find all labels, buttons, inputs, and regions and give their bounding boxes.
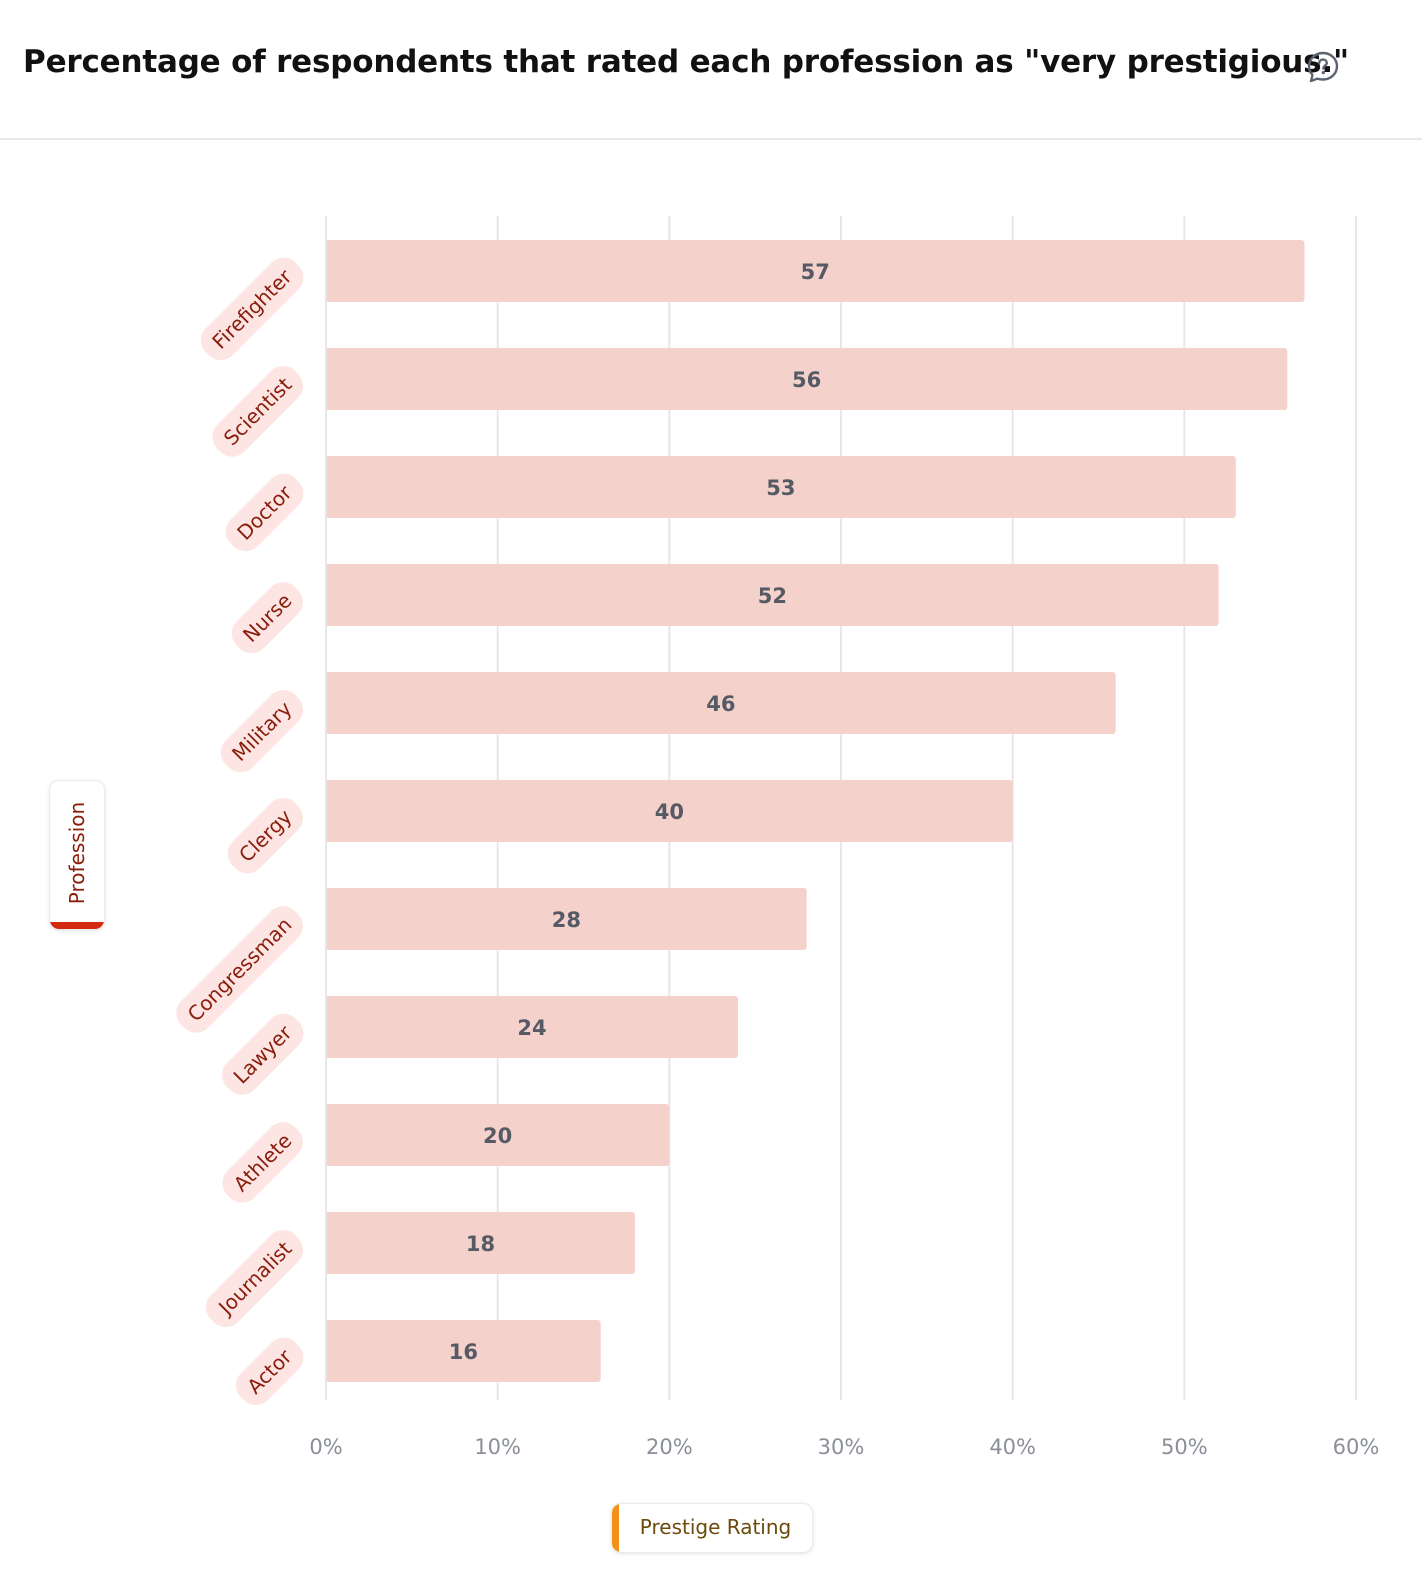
category-label: Firefighter	[200, 257, 304, 361]
bar	[325, 240, 1305, 302]
x-tick-label: 10%	[474, 1435, 521, 1459]
category-label-text: Firefighter	[207, 264, 297, 354]
y-axis-title-accent	[50, 922, 104, 929]
bar-value-label: 52	[758, 584, 787, 608]
bar-value-label: 57	[801, 260, 830, 284]
x-tick-label: 60%	[1333, 1435, 1380, 1459]
category-label-bg	[220, 690, 303, 773]
category-label-text: Scientist	[219, 372, 297, 450]
category-label-bg	[231, 582, 303, 654]
bar	[325, 780, 1013, 842]
x-tick-label: 20%	[646, 1435, 693, 1459]
y-axis-title: Profession	[49, 780, 105, 930]
category-label: Lawyer	[222, 1013, 304, 1095]
x-axis-title-text: Prestige Rating	[639, 1515, 792, 1539]
bar	[325, 1104, 670, 1166]
category-label: Nurse	[231, 582, 303, 654]
category-label: Actor	[235, 1337, 304, 1406]
bar-value-label: 20	[483, 1124, 512, 1148]
category-label: Scientist	[212, 366, 303, 457]
category-label: Athlete	[222, 1122, 303, 1203]
category-label-bg	[212, 366, 303, 457]
bar	[325, 564, 1219, 626]
category-label-bg	[227, 798, 303, 874]
category-label-bg	[225, 473, 304, 552]
bar-value-label: 28	[552, 908, 581, 932]
category-label-bg	[205, 1230, 303, 1328]
x-axis-title: Prestige Rating	[611, 1503, 813, 1553]
category-label-text: Congressman	[183, 913, 297, 1027]
category-label-bg	[176, 906, 303, 1033]
category-label: Military	[220, 690, 303, 773]
category-label-bg	[200, 257, 304, 361]
x-tick-label: 0%	[309, 1435, 342, 1459]
chart-header: Percentage of respondents that rated eac…	[0, 0, 1422, 140]
question-bubble-icon[interactable]	[1306, 50, 1340, 84]
bar-value-label: 18	[466, 1232, 495, 1256]
y-axis-title-text: Profession	[65, 801, 89, 905]
x-axis-title-accent	[612, 1504, 619, 1552]
bar-value-label: 53	[766, 476, 795, 500]
bar	[325, 348, 1288, 410]
category-label: Journalist	[205, 1230, 303, 1328]
bar-value-label: 46	[706, 692, 735, 716]
category-label-bg	[222, 1122, 303, 1203]
bar	[325, 456, 1236, 518]
bar	[325, 672, 1116, 734]
bar	[325, 888, 807, 950]
x-tick-label: 40%	[989, 1435, 1036, 1459]
category-label-bg	[222, 1013, 304, 1095]
category-label-text: Journalist	[212, 1236, 296, 1320]
category-label: Doctor	[225, 473, 304, 552]
bar-value-label: 24	[517, 1016, 546, 1040]
category-label: Clergy	[227, 798, 303, 874]
bar-value-label: 56	[792, 368, 821, 392]
bar	[325, 1212, 635, 1274]
category-label-bg	[235, 1337, 304, 1406]
bar-value-label: 40	[655, 800, 684, 824]
x-tick-label: 50%	[1161, 1435, 1208, 1459]
x-tick-label: 30%	[818, 1435, 865, 1459]
bar	[325, 1320, 601, 1382]
chart-title: Percentage of respondents that rated eac…	[23, 44, 1349, 80]
bar	[325, 996, 738, 1058]
bar-value-label: 16	[449, 1340, 478, 1364]
